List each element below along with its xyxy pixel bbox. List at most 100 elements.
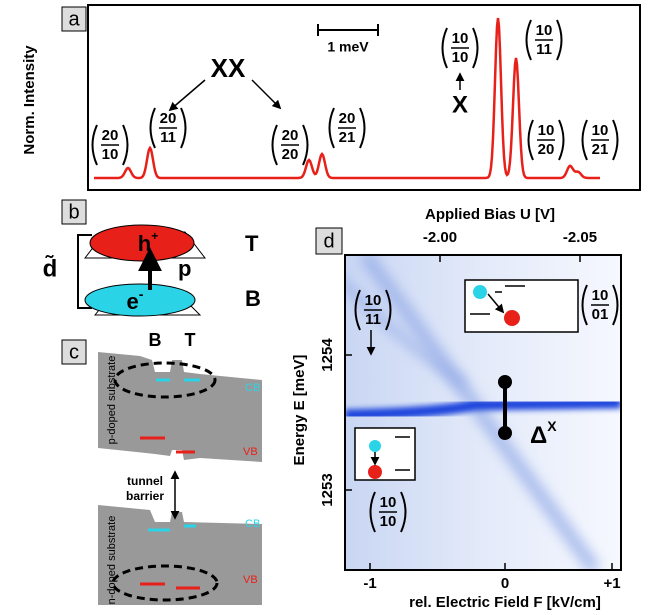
paren [180,107,187,149]
spectrum [94,17,600,180]
hole-dot [504,310,520,326]
state-bottom: 11 [365,311,381,328]
top-axis-label: Applied Bias U [V] [425,206,555,223]
paren [612,119,619,161]
paren [581,119,588,161]
band-diagram [98,352,262,462]
panel-label-box [61,6,87,32]
paren [369,491,376,533]
band [345,397,621,421]
paren [525,19,532,61]
state-top: 10 [592,122,609,139]
band [359,255,601,570]
splitting-end [498,375,512,389]
cb-label: CB [245,518,260,530]
state-bottom: 11 [536,41,552,58]
top-tick-label: -2.05 [563,229,597,246]
state-bottom: 20 [538,141,555,158]
arrow [487,293,505,314]
hole-dot [368,465,382,479]
panel-label: b [68,201,79,223]
distance-label: d̃ [43,255,58,283]
state-top: 10 [365,292,382,309]
state-top: 20 [160,110,177,127]
state-top: 10 [380,494,397,511]
y-tick-label: 1254 [319,338,336,372]
paren [328,107,335,149]
delta: Δ [530,422,547,449]
paren [149,107,156,149]
state-bottom: 01 [592,306,609,323]
paren [359,107,366,149]
paren [400,491,407,533]
y-tick-label: 1253 [319,473,336,506]
splitting-label: ΔX [530,418,557,450]
vb-label: VB [243,574,258,586]
dashed-ellipse [113,361,217,399]
paren [472,27,479,69]
paren [354,289,361,331]
paren [581,284,588,326]
bracket [77,234,92,309]
state-bottom: 21 [592,141,609,158]
panel-label: a [68,8,80,30]
band [345,277,468,390]
inset [354,427,416,481]
substrate-label: n-doped substrate [106,516,118,605]
x-axis-label: rel. Electric Field F [kV/cm] [409,594,601,611]
state-top: 10 [452,30,469,47]
state-bottom: 11 [160,129,176,146]
band-diagram [98,505,262,605]
paren [122,124,129,166]
paren [271,124,278,166]
state-bottom: 21 [339,129,356,146]
dot-label: B [245,286,261,311]
paren [558,119,565,161]
panel-label: d [323,230,334,252]
barrier-label: barrier [126,489,164,503]
xx-label: XX [211,53,246,83]
paren [385,289,392,331]
electron-dot [473,285,487,299]
paren [91,124,98,166]
top-tick-label: -2.00 [423,229,457,246]
dashed-ellipse [111,564,219,602]
state-top: 20 [282,127,299,144]
electron-dot [369,440,381,452]
dipole-label: p [178,256,191,281]
dot-label: B [149,330,162,350]
panel-label-box [315,227,343,255]
paren [556,19,563,61]
state-top: 20 [339,110,356,127]
vb-label: VB [243,446,258,458]
paren [302,124,309,166]
barrier-label: tunnel [127,474,163,488]
superscript: X [547,418,557,434]
electron-label: e- [127,286,144,314]
state-bottom: 10 [102,146,119,163]
state-top: 10 [592,287,609,304]
dot-label: T [245,231,259,256]
state-bottom: 20 [282,146,299,163]
scale-bar-label: 1 meV [327,39,369,55]
panel-label: c [69,341,79,363]
arrow [168,79,206,112]
x-tick-label: -1 [363,575,376,592]
x-label: X [452,91,468,118]
state-top: 10 [536,22,553,39]
charge: - [139,286,144,302]
paren [612,284,619,326]
map-frame [344,254,622,571]
charge: + [151,229,158,243]
electron-wavefunction [84,283,196,317]
panel-label-box [61,339,87,365]
state-top: 20 [102,127,119,144]
paren [527,119,534,161]
state-top: 10 [538,122,555,139]
panel-label-box [61,199,87,225]
panel-a-frame [87,4,641,191]
x-tick-label: 0 [501,575,509,592]
state-bottom: 10 [452,49,469,66]
y-axis-label: Norm. Intensity [21,45,38,155]
